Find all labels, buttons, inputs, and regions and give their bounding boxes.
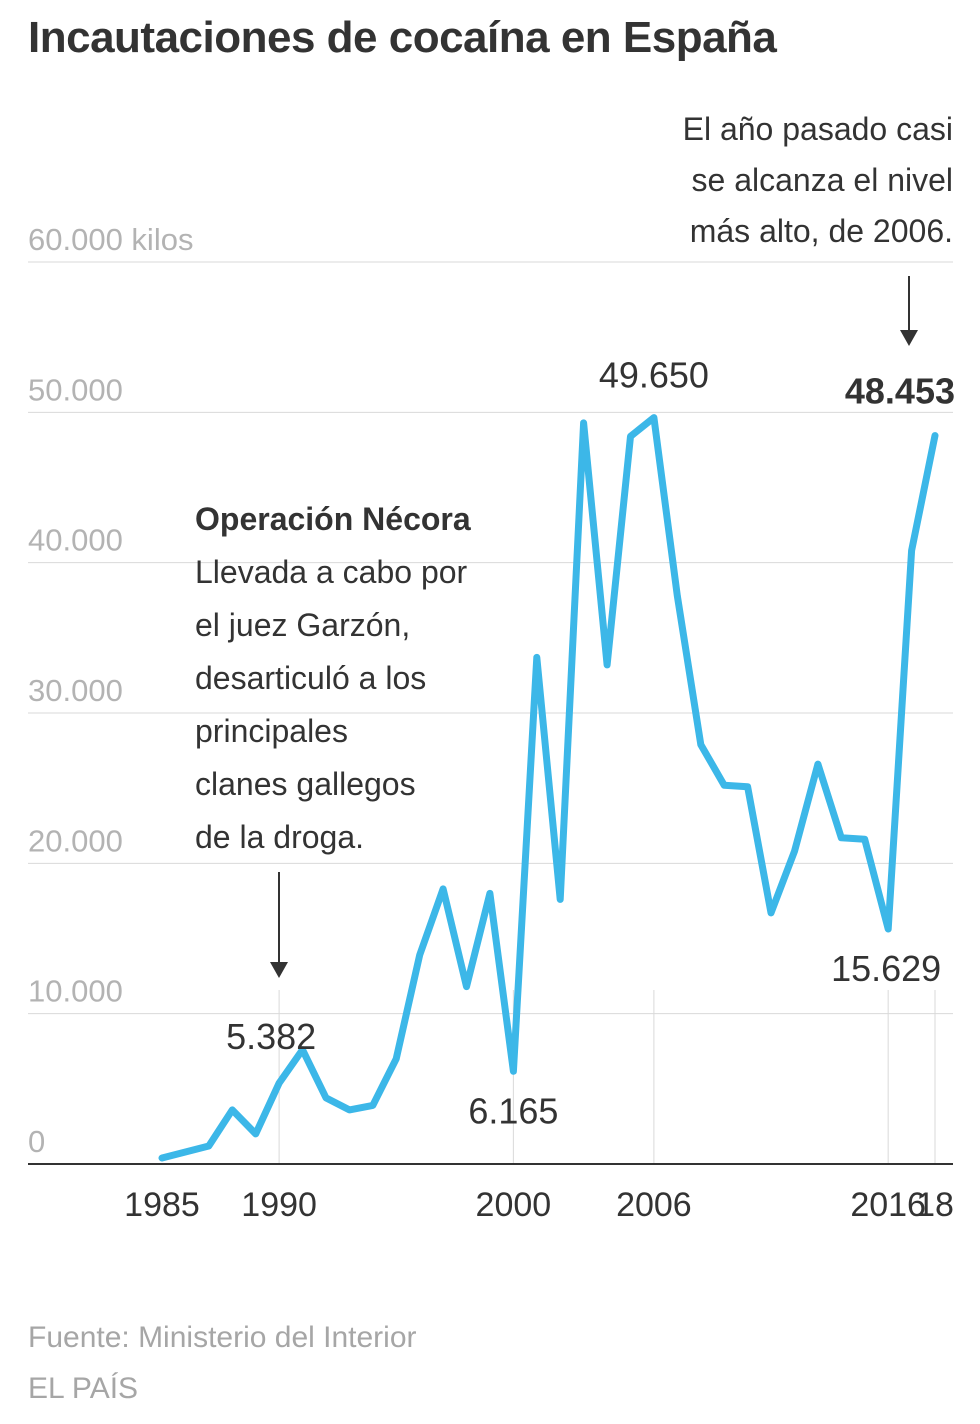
annotation-necora-line: desarticuló a los [195,660,426,696]
annotation-necora-line: de la droga. [195,819,364,855]
data-label: 49.650 [599,355,709,396]
y-tick-label: 30.000 [28,673,123,708]
y-axis-ticks: 60.000 kilos 50.000 40.000 30.000 20.000 10.0… [28,222,193,1159]
x-gridlines [278,990,936,1164]
annotation-necora-line: principales [195,713,348,749]
data-label: 5.382 [226,1016,316,1057]
y-tick-label: 0 [28,1124,45,1159]
annotation-necora-line: Llevada a cabo por [195,554,468,590]
x-tick-label: 1985 [124,1186,200,1224]
arrow-down-icon [270,962,288,978]
data-label: 48.453 [845,371,955,412]
x-tick-label: 18 [916,1186,954,1224]
chart-title: Incautaciones de cocaína en España [28,13,777,62]
y-tick-label: 50.000 [28,372,123,407]
x-tick-label: 2016 [850,1186,926,1224]
annotation-last-year-line: se alcanza el nivel [692,162,953,198]
arrow-down-icon [900,330,918,346]
y-gridlines [28,261,953,1015]
annotation-last-year: El año pasado casi se alcanza el nivel m… [683,111,953,346]
annotation-necora-line: clanes gallegos [195,766,416,802]
y-tick-label: 40.000 [28,523,123,558]
annotation-necora-title: Operación Nécora [195,501,471,537]
x-tick-label: 2000 [476,1186,552,1224]
annotation-necora-line: el juez Garzón, [195,607,410,643]
annotation-necora: Operación Nécora Llevada a cabo por el j… [195,501,471,978]
y-tick-label: 10.000 [28,974,123,1009]
y-tick-label: 60.000 kilos [28,222,193,257]
data-label: 6.165 [468,1090,558,1131]
series-line-cocaine-seizures [158,414,939,1162]
x-tick-label: 2006 [616,1186,692,1224]
annotation-last-year-line: más alto, de 2006. [690,213,953,249]
annotation-last-year-line: El año pasado casi [683,111,953,147]
x-tick-label: 1990 [241,1186,317,1224]
data-labels: 5.382 6.165 49.650 15.629 48.453 [226,355,955,1132]
brand-logo: EL PAÍS [28,1372,138,1405]
y-tick-label: 20.000 [28,823,123,858]
source-note: Fuente: Ministerio del Interior [28,1321,417,1354]
data-label: 15.629 [831,948,941,989]
